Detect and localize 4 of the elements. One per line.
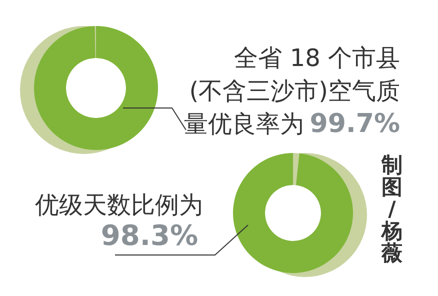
text: 制图/杨薇: [380, 153, 404, 265]
text: 全省 18 个市县(不含三沙市)空气质量优良率为 99.7%: [184, 44, 400, 139]
donut-slice: [34, 26, 158, 150]
text: 优级天数比例为 98.3%: [35, 191, 203, 252]
